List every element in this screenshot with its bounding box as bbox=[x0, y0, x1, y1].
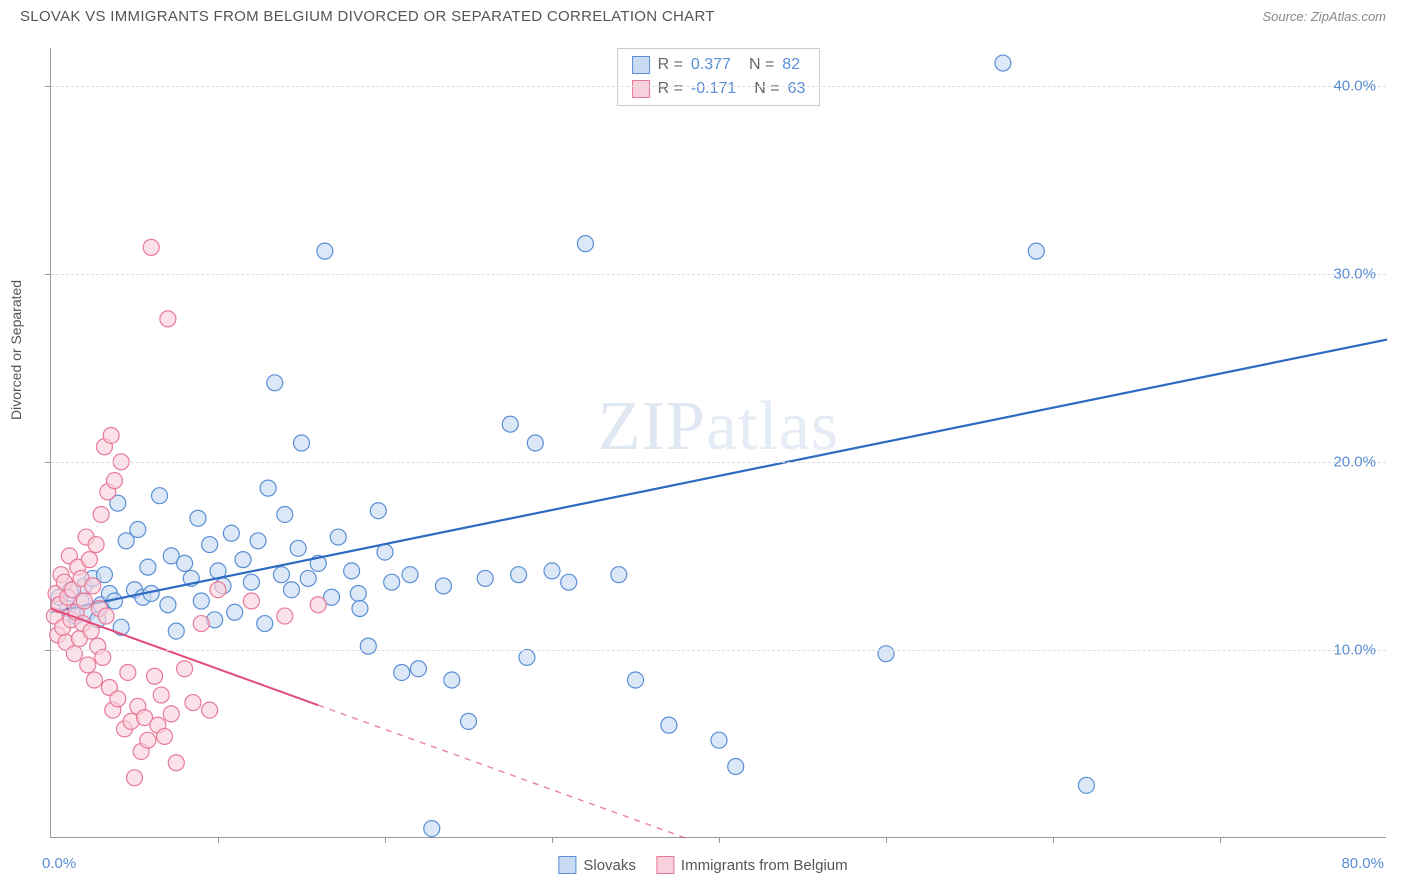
y-tick-label: 20.0% bbox=[1333, 453, 1376, 470]
swatch-pink-icon bbox=[656, 856, 674, 874]
legend-item-slovaks: Slovaks bbox=[558, 856, 636, 874]
y-tick-label: 40.0% bbox=[1333, 77, 1376, 94]
swatch-blue-icon bbox=[558, 856, 576, 874]
legend-item-belgium: Immigrants from Belgium bbox=[656, 856, 848, 874]
x-axis-min-label: 0.0% bbox=[42, 855, 76, 872]
bottom-legend: Slovaks Immigrants from Belgium bbox=[558, 856, 847, 874]
source-label: Source: ZipAtlas.com bbox=[1262, 9, 1386, 24]
legend-label-slovaks: Slovaks bbox=[583, 857, 636, 874]
y-tick-label: 10.0% bbox=[1333, 641, 1376, 658]
y-tick-label: 30.0% bbox=[1333, 265, 1376, 282]
y-axis-label: Divorced or Separated bbox=[8, 280, 24, 420]
legend-label-belgium: Immigrants from Belgium bbox=[681, 857, 848, 874]
x-axis-max-label: 80.0% bbox=[1341, 855, 1384, 872]
plot-svg bbox=[51, 48, 1386, 837]
chart-area: ZIPatlas R = 0.377 N = 82 R = -0.171 N =… bbox=[50, 48, 1386, 838]
chart-title: SLOVAK VS IMMIGRANTS FROM BELGIUM DIVORC… bbox=[20, 8, 715, 25]
